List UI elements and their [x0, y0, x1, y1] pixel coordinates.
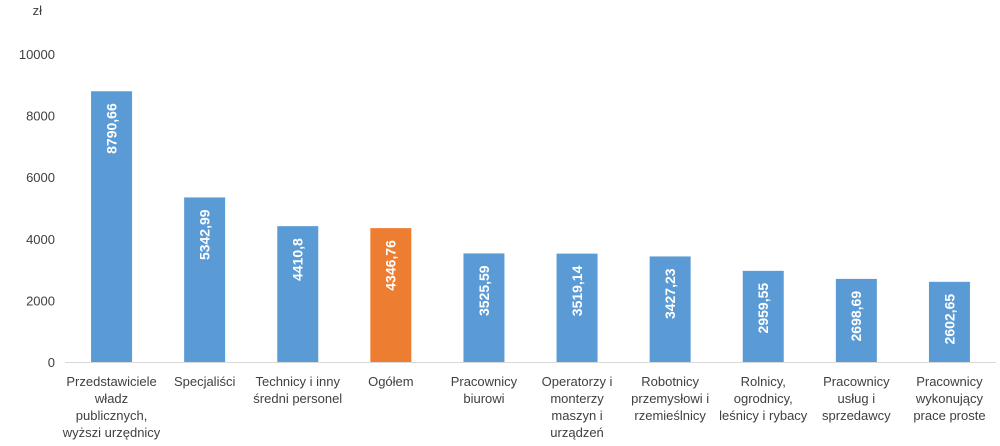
x-tick-label-line: monterzy — [550, 391, 604, 406]
x-tick-label: Przedstawiciele władz publicznych, wyższi u… — [62, 374, 161, 440]
x-tick-label-line: Robotnicy — [641, 374, 699, 389]
y-tick-label: 4000 — [26, 232, 55, 247]
x-tick-label-line: biurowi — [463, 391, 504, 406]
bar-value-label: 2602,65 — [941, 294, 957, 345]
x-tick-label-line: Pracownicy — [451, 374, 518, 389]
x-tick-label-line: maszyn i — [551, 408, 602, 423]
x-tick-label-line: średni personel — [253, 391, 342, 406]
x-tick-label-line: Przedstawiciele — [66, 374, 156, 389]
x-tick-label: Ogółem — [368, 374, 414, 389]
x-tick-label-line: sprzedawcy — [822, 408, 891, 423]
bars: 8790,66 5342,99 4410,8 4346,76 3525,59 3519,1… — [91, 91, 970, 362]
bar — [742, 270, 784, 362]
x-tick-label: Pracownicy usług i sprzedawcy — [822, 374, 891, 423]
x-tick-label-line: publicznych, — [76, 408, 148, 423]
x-tick-label: Rolnicy, ogrodnicy, leśnicy i rybacy — [719, 374, 808, 423]
x-tick-label-line: Pracownicy — [823, 374, 890, 389]
x-tick-label-line: Rolnicy, — [741, 374, 786, 389]
bar — [370, 228, 412, 362]
x-tick-label-line: przemysłowi i — [631, 391, 709, 406]
x-tick-label: Robotnicy przemysłowi i rzemieślnicy — [631, 374, 709, 423]
bar — [556, 253, 598, 362]
bar — [277, 226, 319, 362]
x-axis-labels: Przedstawiciele władz publicznych, wyższi u… — [62, 374, 986, 440]
y-tick-label: 2000 — [26, 293, 55, 308]
x-tick-label-line: władz — [94, 391, 128, 406]
unit-label: zł — [33, 3, 43, 18]
x-tick-label-line: Operatorzy i — [542, 374, 613, 389]
bar-value-label: 3519,14 — [569, 265, 585, 316]
bar-value-label: 2698,69 — [848, 291, 864, 342]
x-tick-label: Pracownicy biurowi — [451, 374, 518, 406]
bar-value-label: 8790,66 — [103, 103, 119, 154]
y-tick-label: 10000 — [19, 47, 55, 62]
y-tick-label: 6000 — [26, 170, 55, 185]
bar — [928, 281, 970, 362]
x-tick-label-line: ogrodnicy, — [734, 391, 793, 406]
x-tick-label-line: Specjaliści — [174, 374, 236, 389]
x-tick-label-line: Technicy i inny — [255, 374, 340, 389]
x-tick-label-line: Pracownicy — [916, 374, 983, 389]
bar-value-label: 5342,99 — [197, 209, 213, 260]
x-tick-label: Specjaliści — [174, 374, 236, 389]
bar — [91, 91, 133, 362]
bar — [649, 256, 691, 362]
bar — [184, 197, 226, 362]
bar-value-label: 3427,23 — [662, 268, 678, 319]
y-tick-label: 0 — [48, 355, 55, 370]
x-tick-label-line: urządzeń — [550, 425, 603, 440]
bar — [835, 278, 877, 362]
x-tick-label-line: Ogółem — [368, 374, 414, 389]
x-tick-label-line: rzemieślnicy — [634, 408, 706, 423]
bar-value-label: 2959,55 — [755, 283, 771, 334]
bar-value-label: 3525,59 — [476, 265, 492, 316]
x-tick-label: Operatorzy i monterzy maszyn i urządzeń — [542, 374, 613, 440]
bar — [463, 253, 505, 362]
y-tick-label: 8000 — [26, 109, 55, 124]
y-axis: 0 2000 4000 6000 8000 10000 — [19, 47, 55, 370]
x-tick-label-line: wyższi urzędnicy — [62, 425, 161, 440]
x-tick-label-line: usług i — [838, 391, 876, 406]
x-tick-label-line: prace proste — [913, 408, 985, 423]
x-tick-label: Technicy i inny średni personel — [253, 374, 342, 406]
x-tick-label-line: leśnicy i rybacy — [719, 408, 808, 423]
x-tick-label: Pracownicy wykonujący prace proste — [913, 374, 985, 423]
bar-value-label: 4346,76 — [383, 240, 399, 291]
bar-value-label: 4410,8 — [290, 238, 306, 281]
x-tick-label-line: wykonujący — [915, 391, 984, 406]
